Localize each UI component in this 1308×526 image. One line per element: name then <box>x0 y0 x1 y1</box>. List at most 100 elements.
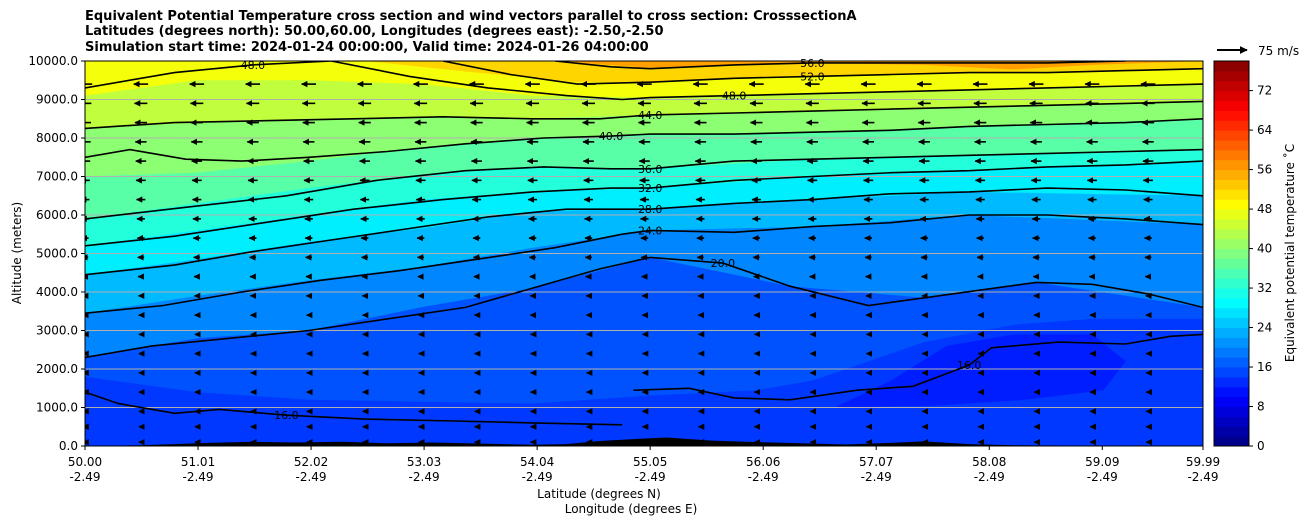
colorbar-segment <box>1214 218 1249 230</box>
colorbar-segment <box>1214 268 1249 279</box>
colorbar: 0 8 16 24 32 40 48 56 64 72 <box>1213 60 1272 453</box>
colorbar-tick-label: 32 <box>1257 281 1272 295</box>
chart-title-line-1: Equivalent Potential Temperature cross s… <box>85 9 857 24</box>
contour-label: 36.0 <box>638 163 663 176</box>
x-tick-label-longitude: -2.49 <box>748 470 779 484</box>
colorbar-frame <box>1213 60 1250 447</box>
colorbar-segment <box>1214 179 1249 190</box>
y-tick-label: 2000.0 <box>36 362 78 376</box>
colorbar-segment <box>1214 278 1249 289</box>
colorbar-segment <box>1214 139 1249 151</box>
colorbar-tick-label: 72 <box>1257 84 1272 98</box>
colorbar-segment <box>1214 396 1249 408</box>
colorbar-segment <box>1214 110 1249 121</box>
x-tick-label-longitude: -2.49 <box>409 470 440 484</box>
contour-line-36.0 <box>85 148 1203 220</box>
colorbar-segment <box>1214 367 1249 378</box>
y-tick-label: 6000.0 <box>36 208 78 222</box>
x-tick-label-latitude: 56.06 <box>746 455 780 469</box>
chart-title-line-3: Simulation start time: 2024-01-24 00:00:… <box>85 40 649 55</box>
contour-label: 56.0 <box>800 57 825 70</box>
y-tick-label: 9000.0 <box>36 93 78 107</box>
colorbar-tick-label: 40 <box>1257 242 1272 256</box>
contour-line-48.0 <box>331 61 1203 101</box>
contour-label: 40.0 <box>599 130 624 143</box>
x-axis-label-longitude: Longitude (degrees E) <box>565 502 698 516</box>
x-tick-label-latitude: 59.99 <box>1186 455 1220 469</box>
colorbar-tick-label: 8 <box>1257 400 1265 414</box>
x-tick-label-longitude: -2.49 <box>1087 470 1118 484</box>
colorbar-segment <box>1214 80 1249 92</box>
contour-line-16.0 <box>633 333 1203 401</box>
colorbar-segment <box>1214 189 1249 200</box>
colorbar-segment <box>1214 376 1249 388</box>
colorbar-segment <box>1214 297 1249 309</box>
contour-label: 48.0 <box>722 90 747 103</box>
contour-line-40.0 <box>85 118 1203 162</box>
colorbar-segment <box>1214 426 1249 437</box>
contour-label: 48.0 <box>241 59 266 72</box>
colorbar-segment <box>1214 337 1249 348</box>
colorbar-segment <box>1214 228 1249 240</box>
colorbar-segment <box>1214 327 1249 338</box>
contour-label: 24.0 <box>638 224 663 237</box>
x-tick-label-longitude: -2.49 <box>861 470 892 484</box>
contour-line-48.0 <box>85 61 332 89</box>
y-tick-label: 5000.0 <box>36 247 78 261</box>
colorbar-label: Equivalent potential temperature ˚C <box>1282 144 1297 362</box>
y-tick-label: 0.0 <box>59 439 78 453</box>
colorbar-segment <box>1214 317 1249 329</box>
colorbar-segment <box>1214 199 1249 210</box>
colorbar-segment <box>1214 406 1249 417</box>
colorbar-tick-label: 16 <box>1257 360 1272 374</box>
x-tick-label-latitude: 55.05 <box>633 455 667 469</box>
colorbar-segment <box>1214 120 1249 131</box>
contour-line-52.0 <box>442 61 1203 85</box>
colorbar-tick-label: 64 <box>1257 123 1272 137</box>
colorbar-segment <box>1214 100 1249 111</box>
x-tick-label-latitude: 51.01 <box>181 455 215 469</box>
x-tick-label-latitude: 59.09 <box>1085 455 1119 469</box>
y-tick-label: 8000.0 <box>36 131 78 145</box>
contour-label: 52.0 <box>800 70 825 83</box>
contour-line-56.0 <box>554 61 1126 70</box>
x-axis: 50.00-2.4951.01-2.4952.02-2.4953.03-2.49… <box>68 446 1220 484</box>
colorbar-segment <box>1214 130 1249 141</box>
contour-labels: 16.0 16.0 20.0 24.0 28.0 32.0 36.0 40.0 44.0 48.0… <box>241 57 982 422</box>
colorbar-tick-label: 24 <box>1257 321 1272 335</box>
chart-title-line-2: Latitudes (degrees north): 50.00,60.00, … <box>85 24 664 39</box>
y-tick-label: 7000.0 <box>36 170 78 184</box>
wind-vectors <box>85 80 1156 446</box>
x-axis-label-latitude: Latitude (degrees N) <box>537 487 661 501</box>
colorbar-segment <box>1214 238 1249 250</box>
colorbar-segment <box>1214 347 1249 358</box>
colorbar-tick-label: 56 <box>1257 163 1272 177</box>
contour-label: 16.0 <box>957 359 982 372</box>
colorbar-segment <box>1214 70 1249 82</box>
contour-label: 16.0 <box>274 409 299 422</box>
x-tick-label-longitude: -2.49 <box>974 470 1005 484</box>
x-tick-label-longitude: -2.49 <box>69 470 100 484</box>
quiver-key: 75 m/s <box>1217 44 1299 58</box>
contour-line-28.0 <box>85 187 1203 276</box>
colorbar-tick-label: 48 <box>1257 202 1272 216</box>
contour-lines <box>85 61 1203 426</box>
contour-line-44.0 <box>85 100 1203 130</box>
contour-label: 20.0 <box>711 257 736 270</box>
colorbar-segment <box>1214 258 1249 269</box>
colorbar-segment <box>1214 357 1249 368</box>
x-tick-label-latitude: 54.04 <box>520 455 554 469</box>
colorbar-segment <box>1214 416 1249 427</box>
x-tick-label-latitude: 58.08 <box>972 455 1006 469</box>
y-tick-label: 1000.0 <box>36 401 78 415</box>
x-tick-label-longitude: -2.49 <box>1187 470 1218 484</box>
contour-line-32.0 <box>85 160 1203 247</box>
contour-label: 44.0 <box>638 109 663 122</box>
colorbar-segment <box>1214 248 1249 259</box>
y-tick-label: 10000.0 <box>28 54 78 68</box>
colorbar-segment <box>1214 61 1249 72</box>
colorbar-segment <box>1214 90 1249 101</box>
contour-line-16.0 <box>85 391 623 426</box>
contour-line-20.0 <box>85 256 1203 359</box>
